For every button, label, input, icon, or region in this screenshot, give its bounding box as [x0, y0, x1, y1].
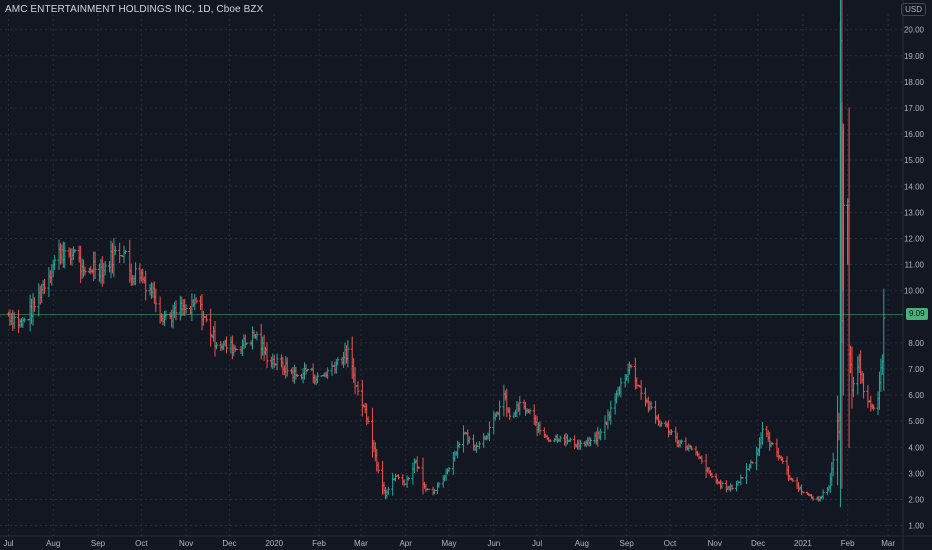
- y-tick-label: 10.00: [904, 287, 925, 296]
- x-tick-label: Nov: [179, 539, 193, 548]
- x-tick-label: Aug: [46, 539, 60, 548]
- y-tick-label: 15.00: [904, 156, 925, 165]
- y-tick-label: 17.00: [904, 104, 925, 113]
- y-tick-label: 6.00: [908, 391, 924, 400]
- x-tick-label: Oct: [664, 539, 677, 548]
- y-tick-label: 14.00: [904, 182, 925, 191]
- x-tick-label: Jul: [532, 539, 542, 548]
- y-tick-label: 11.00: [905, 261, 925, 270]
- x-tick-label: Apr: [399, 539, 412, 548]
- chart-title: AMC ENTERTAINMENT HOLDINGS INC, 1D, Cboe…: [5, 4, 264, 15]
- x-tick-label: May: [441, 539, 456, 548]
- x-tick-label: Oct: [135, 539, 148, 548]
- x-tick-label: Dec: [751, 539, 765, 548]
- x-tick-label: Aug: [575, 539, 589, 548]
- y-tick-label: 3.00: [908, 469, 924, 478]
- x-tick-label: Mar: [881, 539, 895, 548]
- x-tick-label: 2020: [265, 539, 283, 548]
- x-tick-label: Nov: [708, 539, 722, 548]
- x-tick-label: Sep: [620, 539, 635, 548]
- x-tick-label: Feb: [312, 539, 326, 548]
- x-tick-label: Dec: [222, 539, 236, 548]
- y-tick-label: 18.00: [904, 78, 925, 87]
- y-tick-label: 5.00: [908, 417, 924, 426]
- y-tick-label: 1.00: [908, 522, 924, 531]
- y-tick-label: 2.00: [908, 495, 924, 504]
- y-tick-label: 4.00: [908, 443, 924, 452]
- y-tick-label: 13.00: [904, 208, 925, 217]
- x-tick-label: Mar: [354, 539, 368, 548]
- x-tick-label: Jun: [487, 539, 500, 548]
- currency-badge[interactable]: USD: [901, 3, 926, 16]
- y-tick-label: 20.00: [904, 26, 925, 35]
- y-tick-label: 7.00: [908, 365, 924, 374]
- x-tick-label: Feb: [841, 539, 855, 548]
- x-tick-label: Sep: [91, 539, 106, 548]
- last-price-badge: 9.09: [906, 308, 928, 321]
- y-tick-label: 16.00: [904, 130, 925, 139]
- y-tick-label: 12.00: [904, 234, 925, 243]
- y-tick-label: 8.00: [908, 339, 924, 348]
- y-tick-label: 19.00: [904, 52, 925, 61]
- x-tick-label: Jul: [3, 539, 13, 548]
- x-tick-label: 2021: [794, 539, 812, 548]
